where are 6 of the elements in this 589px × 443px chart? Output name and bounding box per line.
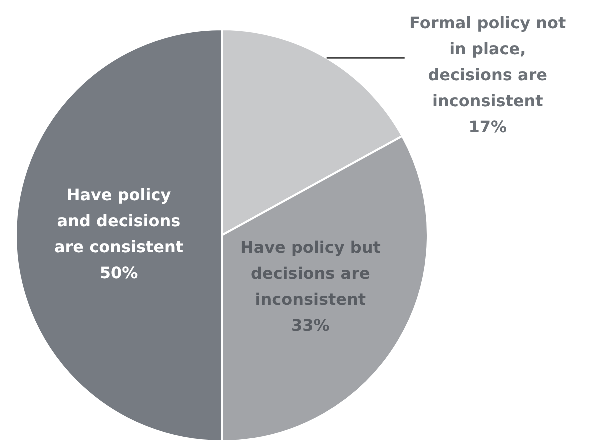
slice-label: Formal policy not in place, decisions are inconsistent: [410, 13, 567, 110]
data-label: 33%: [292, 316, 330, 336]
slice-label: Have policy but decisions are inconsistent: [240, 238, 382, 310]
data-label: 17%: [468, 117, 508, 136]
slice-label: Have policy and decisions are consistent: [54, 186, 184, 257]
data-label: 50%: [100, 264, 138, 283]
